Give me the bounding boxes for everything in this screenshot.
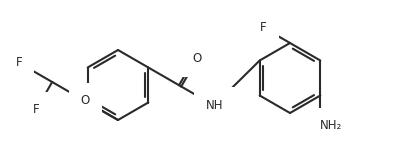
Text: O: O bbox=[192, 52, 202, 65]
Text: F: F bbox=[33, 103, 39, 117]
Text: F: F bbox=[260, 21, 266, 34]
Text: NH: NH bbox=[205, 99, 222, 112]
Text: F: F bbox=[16, 56, 22, 70]
Text: O: O bbox=[80, 95, 90, 107]
Text: NH₂: NH₂ bbox=[319, 119, 342, 132]
